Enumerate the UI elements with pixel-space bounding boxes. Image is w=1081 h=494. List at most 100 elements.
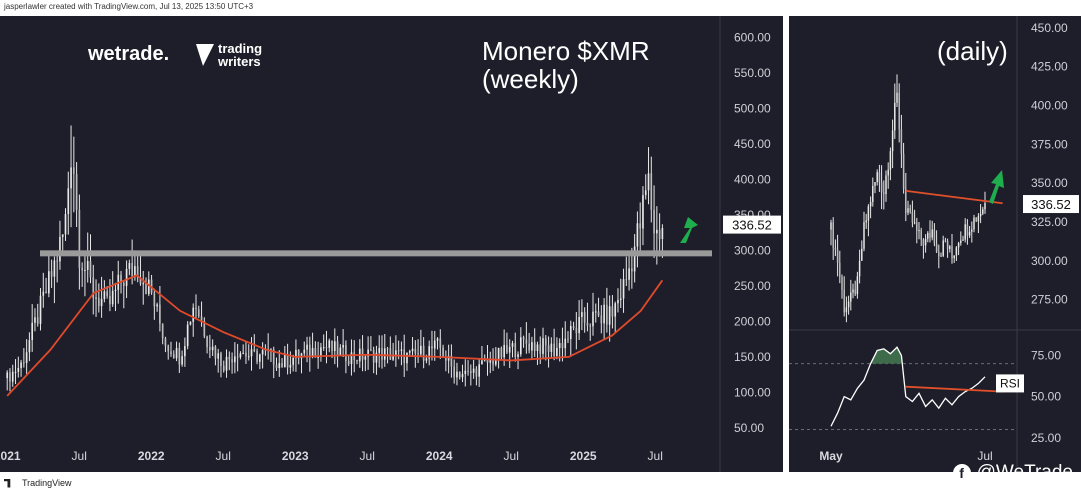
weekly-candle bbox=[11, 371, 14, 382]
daily-last-price-label: 336.52 bbox=[1031, 197, 1071, 212]
weekly-candle bbox=[45, 291, 47, 294]
daily-candle bbox=[933, 229, 936, 244]
weekly-candle bbox=[139, 277, 142, 284]
weekly-candle bbox=[489, 358, 492, 363]
weekly-candle bbox=[142, 283, 145, 285]
rsi-line bbox=[830, 346, 986, 427]
weekly-candle bbox=[86, 261, 89, 270]
footer-brand: TradingView bbox=[22, 478, 72, 488]
weekly-y-tick: 500.00 bbox=[734, 102, 771, 116]
trading-writers-logo-line2: writers bbox=[217, 54, 261, 69]
daily-candle bbox=[982, 209, 984, 214]
weekly-y-tick: 300.00 bbox=[734, 244, 771, 258]
weekly-y-tick: 50.00 bbox=[734, 421, 764, 435]
weekly-candle bbox=[239, 353, 242, 358]
weekly-candle bbox=[53, 260, 56, 277]
weekly-candle bbox=[445, 357, 447, 361]
weekly-candle bbox=[222, 365, 225, 371]
weekly-candle bbox=[470, 371, 472, 373]
weekly-candle bbox=[572, 326, 575, 328]
daily-candle bbox=[872, 185, 874, 202]
weekly-candle bbox=[456, 371, 458, 378]
weekly-candle bbox=[619, 298, 622, 300]
weekly-candle bbox=[253, 349, 256, 351]
weekly-candle bbox=[186, 324, 189, 347]
daily-candle bbox=[938, 251, 940, 257]
weekly-candle bbox=[61, 234, 64, 237]
weekly-candle bbox=[492, 358, 494, 365]
weekly-candle bbox=[70, 167, 72, 189]
weekly-candle bbox=[408, 351, 411, 353]
weekly-candle bbox=[278, 363, 281, 369]
daily-candle bbox=[894, 102, 896, 131]
daily-up-arrow-icon bbox=[989, 170, 1004, 204]
daily-candle bbox=[832, 222, 834, 248]
facebook-icon: f bbox=[952, 464, 971, 482]
weekly-candle bbox=[561, 343, 564, 349]
weekly-candle bbox=[67, 188, 70, 214]
weekly-candle bbox=[328, 340, 331, 348]
weekly-y-tick: 550.00 bbox=[734, 66, 771, 80]
weekly-candle bbox=[411, 348, 414, 352]
weekly-candle bbox=[78, 209, 81, 269]
weekly-candle bbox=[231, 359, 233, 363]
daily-candle bbox=[896, 92, 898, 103]
weekly-y-tick: 400.00 bbox=[734, 173, 771, 187]
weekly-candle bbox=[508, 346, 511, 353]
weekly-candle bbox=[172, 354, 175, 359]
weekly-candle bbox=[428, 346, 431, 359]
weekly-candle bbox=[625, 279, 628, 281]
daily-candle bbox=[953, 255, 955, 259]
weekly-candle bbox=[322, 347, 325, 349]
weekly-candle bbox=[425, 358, 428, 361]
weekly-chart-panel[interactable]: 50.00 100.00 150.00 200.00 250.00 300.00 350.0… bbox=[0, 16, 783, 472]
weekly-candle bbox=[611, 306, 614, 317]
daily-chart[interactable]: 275.00 300.00 325.00 350.00 375.00 400.00 425.… bbox=[789, 16, 1081, 472]
weekly-moving-average-line bbox=[6, 274, 664, 397]
daily-y-tick: 375.00 bbox=[1031, 137, 1068, 151]
weekly-candle bbox=[145, 283, 147, 294]
daily-y-tick: 275.00 bbox=[1031, 293, 1068, 307]
weekly-candle bbox=[417, 353, 419, 355]
weekly-candle bbox=[236, 356, 239, 358]
daily-candle bbox=[946, 241, 949, 249]
daily-x-tick: May bbox=[819, 449, 843, 463]
weekly-candle bbox=[494, 359, 497, 365]
daily-candle bbox=[924, 238, 927, 246]
daily-chart-title: (daily) bbox=[937, 36, 1008, 66]
daily-candle bbox=[909, 208, 911, 212]
weekly-candle bbox=[200, 316, 203, 322]
weekly-candle bbox=[6, 372, 9, 379]
weekly-candle bbox=[400, 349, 403, 351]
weekly-candle bbox=[39, 295, 42, 324]
social-handle: f @WeTrade bbox=[952, 462, 1073, 484]
weekly-candle bbox=[122, 282, 125, 286]
daily-chart-panel[interactable]: 275.00 300.00 325.00 350.00 375.00 400.00 425.… bbox=[789, 16, 1081, 483]
weekly-candle bbox=[84, 269, 86, 271]
weekly-x-tick: 2022 bbox=[138, 449, 165, 463]
weekly-candle bbox=[414, 348, 417, 354]
weekly-candle bbox=[586, 322, 589, 326]
daily-candle bbox=[907, 208, 909, 213]
weekly-candle bbox=[636, 223, 639, 247]
daily-candle bbox=[962, 239, 964, 241]
weekly-candle bbox=[209, 347, 211, 351]
rsi-y-tick: 75.00 bbox=[1031, 348, 1061, 362]
weekly-chart[interactable]: 50.00100.00150.00200.00250.00300.00350.0… bbox=[0, 16, 783, 472]
weekly-candle bbox=[300, 353, 303, 359]
weekly-candle bbox=[539, 344, 542, 354]
weekly-candle bbox=[184, 346, 186, 357]
weekly-candle bbox=[467, 370, 469, 372]
weekly-candle bbox=[372, 349, 375, 363]
weekly-candle bbox=[109, 295, 111, 305]
weekly-candle bbox=[608, 306, 611, 325]
weekly-candle bbox=[500, 347, 503, 358]
daily-candle bbox=[918, 230, 920, 232]
weekly-candle bbox=[420, 345, 422, 355]
weekly-candle bbox=[345, 344, 347, 362]
weekly-candle bbox=[600, 315, 603, 324]
weekly-candle bbox=[558, 343, 561, 348]
weekly-candle bbox=[170, 351, 172, 355]
weekly-candle bbox=[531, 342, 533, 351]
weekly-candle bbox=[653, 209, 655, 234]
